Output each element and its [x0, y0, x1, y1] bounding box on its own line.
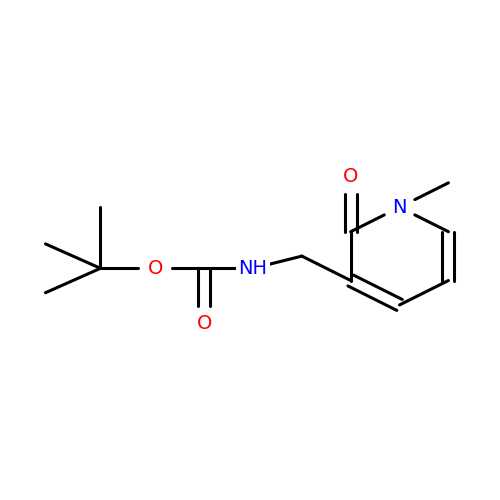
Text: O: O [196, 314, 212, 333]
Text: O: O [148, 259, 163, 278]
Text: O: O [343, 167, 358, 186]
Text: NH: NH [238, 259, 268, 278]
Text: N: N [392, 198, 407, 217]
